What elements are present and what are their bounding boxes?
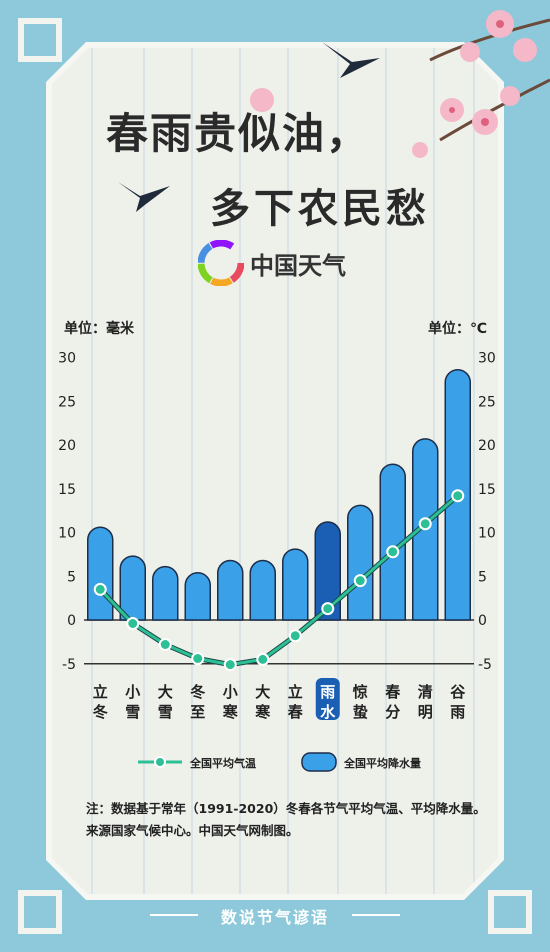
category-label: 蛰 [353,703,368,721]
temp-point-立冬 [93,582,107,596]
left-tick-label: 30 [58,351,76,367]
highlight-category-box [315,678,340,720]
category-label: 大 [158,683,173,701]
category-label: 春 [385,683,400,701]
right-tick-label: 10 [478,526,496,542]
category-label: 小 [223,683,238,701]
title-line-1: 春雨贵似油， [106,109,371,158]
category-label: 雨 [320,683,335,701]
category-label: 水 [320,703,336,721]
bar-大寒 [249,559,276,621]
corner-ornament-tl [18,18,62,62]
bar-立春 [282,548,309,621]
footer-line-right [352,914,400,916]
category-label: 小 [125,683,140,701]
right-tick-label: 0 [478,613,487,629]
legend-line-marker [154,756,166,768]
brand: 中国天气 [198,240,346,286]
left-tick-label: -5 [62,657,76,673]
right-tick-label: 20 [478,438,496,454]
category-label: 雪 [158,703,173,721]
right-tick-label: 25 [478,394,496,410]
brand-name: 中国天气 [250,251,346,280]
category-label: 寒 [223,703,239,721]
bar-小寒 [217,559,244,621]
right-tick-label: 5 [478,569,487,585]
bar-惊蛰 [347,504,374,621]
temp-point-雨水 [321,602,335,616]
category-label: 大 [255,683,270,701]
bar-大雪 [152,565,179,621]
category-label: 冬 [190,683,205,701]
left-tick-label: 10 [58,526,76,542]
swallow-icon [118,42,380,212]
bar-立冬 [87,526,114,621]
category-label: 清 [418,683,433,701]
legend-bar-swatch [301,752,337,772]
legend-line-label: 全国平均气温 [189,756,256,770]
category-label: 分 [385,703,400,721]
corner-ornament-bl [18,890,62,934]
temp-point-谷雨 [451,489,465,503]
china-weather-logo-icon [198,240,244,286]
category-label: 雪 [125,703,140,721]
temp-point-清明 [418,517,432,531]
left-axis-unit: 单位：毫米 [64,321,134,337]
legend-bar-label: 全国平均降水量 [343,756,421,770]
right-tick-label: 30 [478,351,496,367]
category-label: 雨 [450,703,465,721]
category-label: 春 [288,703,303,721]
bar-雨水 [314,521,341,621]
category-label: 明 [418,703,433,721]
left-tick-label: 20 [58,438,76,454]
temp-point-惊蛰 [353,574,367,588]
category-label: 冬 [93,703,108,721]
temp-point-大雪 [158,638,172,651]
temp-point-立春 [288,629,302,643]
right-tick-label: 15 [478,482,496,498]
category-label: 惊 [353,683,368,701]
temp-point-冬至 [191,652,205,665]
title-line-2: 多下农民愁 [210,185,430,232]
temp-point-大寒 [256,652,270,666]
temp-point-小雪 [126,617,140,630]
category-label: 至 [190,703,205,721]
footnote: 注：数据基于常年（1991-2020）冬春各节气平均气温、平均降水量。来源国家气… [86,801,486,838]
bar-冬至 [184,572,211,621]
bar-小雪 [119,555,146,621]
bar-春分 [379,463,406,621]
left-tick-label: 0 [67,613,76,629]
temp-point-春分 [386,545,400,559]
category-label: 寒 [255,703,271,721]
temp-point-小寒 [223,658,237,672]
right-axis-unit: 单位：℃ [428,321,487,337]
branch-icon [429,18,550,62]
corner-ornament-br [488,890,532,934]
left-tick-label: 25 [58,394,76,410]
footer-title: 数说节气谚语 [220,908,329,927]
category-label: 立 [93,683,108,701]
category-label: 立 [288,683,303,701]
left-tick-label: 15 [58,482,76,498]
right-tick-label: -5 [478,657,492,673]
left-tick-label: 5 [67,569,76,585]
category-label: 谷 [450,683,466,701]
footer-line-left [150,914,198,916]
